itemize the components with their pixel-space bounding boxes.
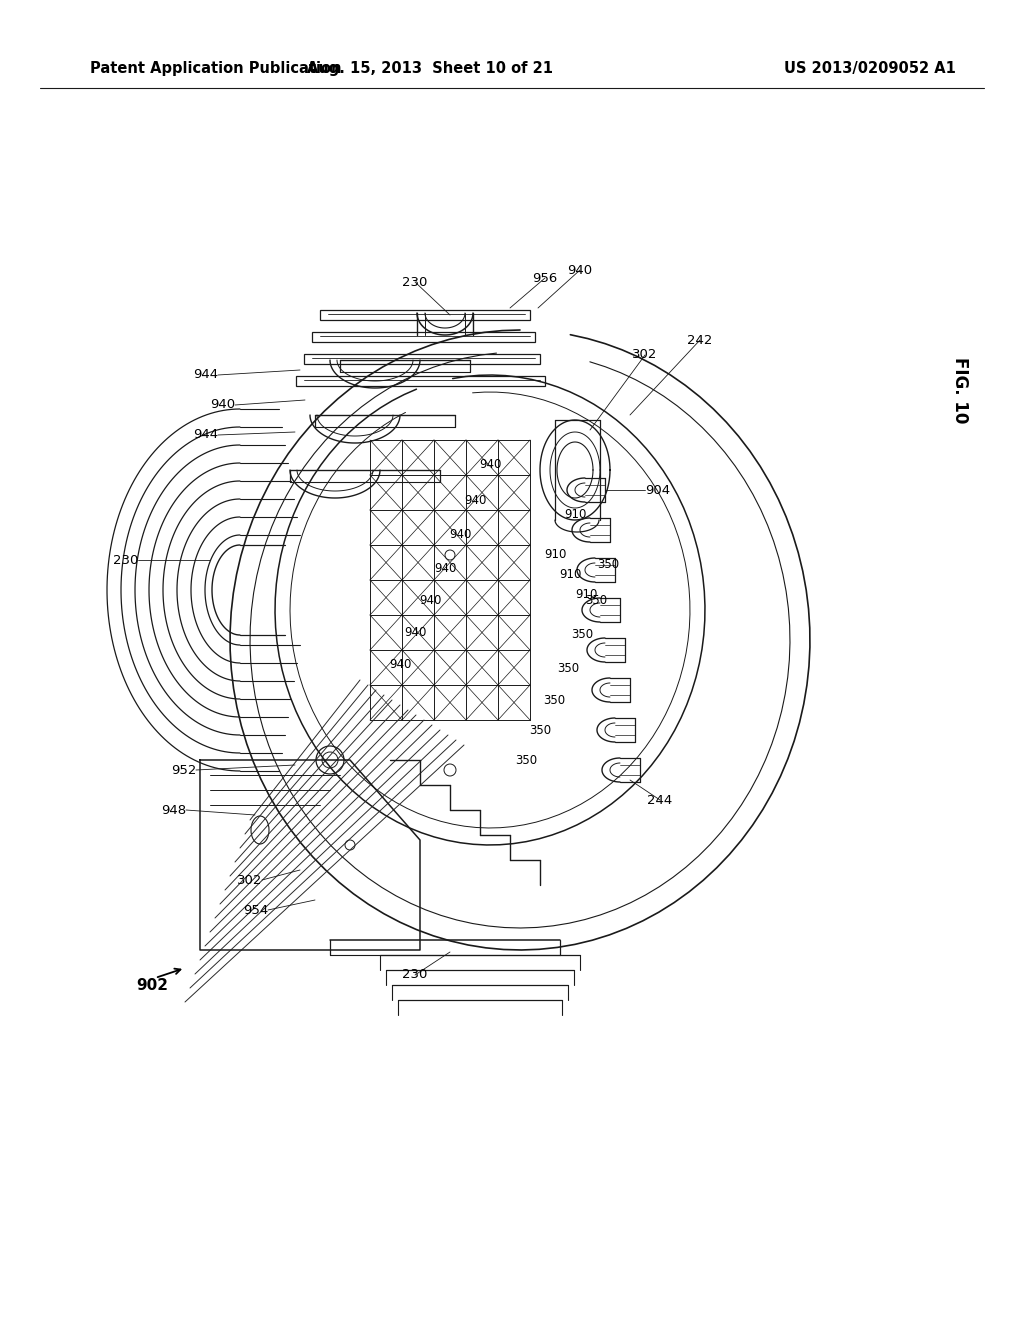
Text: 902: 902	[136, 978, 168, 993]
FancyBboxPatch shape	[296, 376, 545, 385]
Text: FIG. 10: FIG. 10	[951, 356, 969, 424]
Text: 350: 350	[557, 661, 579, 675]
Text: 302: 302	[632, 348, 657, 362]
Text: 350: 350	[543, 693, 565, 706]
Text: 940: 940	[389, 659, 412, 672]
Text: Aug. 15, 2013  Sheet 10 of 21: Aug. 15, 2013 Sheet 10 of 21	[307, 61, 553, 75]
Text: 230: 230	[402, 969, 428, 982]
Text: 350: 350	[585, 594, 607, 606]
Text: 302: 302	[237, 874, 262, 887]
Text: 954: 954	[243, 903, 268, 916]
Text: 230: 230	[402, 276, 428, 289]
FancyBboxPatch shape	[312, 333, 535, 342]
FancyBboxPatch shape	[304, 354, 540, 364]
Text: 940: 940	[419, 594, 441, 606]
Text: 956: 956	[532, 272, 558, 285]
Text: 940: 940	[210, 399, 234, 412]
Text: 910: 910	[544, 549, 566, 561]
Text: 952: 952	[171, 763, 196, 776]
Text: 940: 940	[464, 494, 486, 507]
Text: 940: 940	[449, 528, 471, 541]
Text: 350: 350	[529, 723, 551, 737]
Text: 230: 230	[113, 553, 138, 566]
Text: 940: 940	[403, 627, 426, 639]
Text: 944: 944	[193, 429, 218, 441]
Text: 944: 944	[193, 368, 218, 381]
Text: 904: 904	[645, 483, 670, 496]
Text: 350: 350	[571, 628, 593, 642]
Text: 910: 910	[559, 569, 582, 582]
Text: 940: 940	[567, 264, 593, 276]
FancyBboxPatch shape	[319, 310, 530, 319]
Text: 244: 244	[647, 793, 673, 807]
Text: 910: 910	[564, 508, 586, 521]
Text: 940: 940	[434, 561, 456, 574]
Text: 350: 350	[515, 754, 537, 767]
Text: US 2013/0209052 A1: US 2013/0209052 A1	[784, 61, 956, 75]
Text: 242: 242	[687, 334, 713, 346]
Text: 350: 350	[597, 558, 620, 572]
Text: 940: 940	[479, 458, 501, 471]
Text: 948: 948	[161, 804, 186, 817]
Text: Patent Application Publication: Patent Application Publication	[90, 61, 341, 75]
Text: 910: 910	[574, 589, 597, 602]
